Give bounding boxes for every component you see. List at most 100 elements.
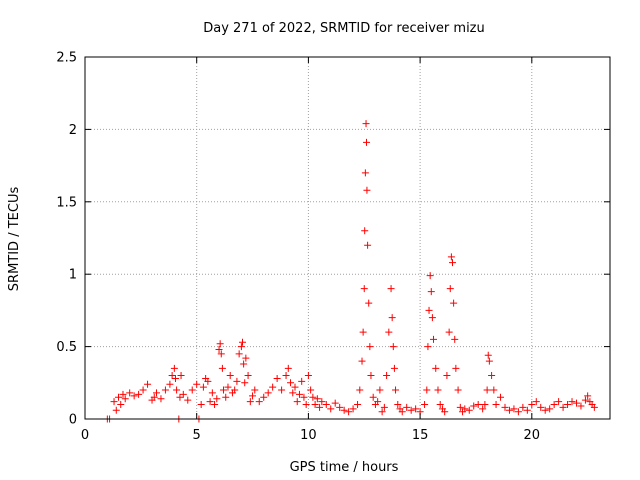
data-point bbox=[204, 377, 212, 385]
data-point bbox=[364, 241, 372, 249]
data-point bbox=[568, 398, 576, 406]
data-point bbox=[387, 285, 395, 293]
data-point bbox=[340, 406, 348, 414]
data-point bbox=[213, 395, 221, 403]
data-point bbox=[273, 374, 281, 382]
data-point bbox=[492, 401, 500, 409]
data-point bbox=[423, 386, 431, 394]
data-point bbox=[144, 380, 152, 388]
data-point bbox=[322, 401, 330, 409]
data-point bbox=[359, 328, 367, 336]
data-point bbox=[528, 401, 536, 409]
data-point bbox=[461, 405, 469, 413]
data-point bbox=[117, 401, 125, 409]
data-point bbox=[445, 328, 453, 336]
data-point bbox=[425, 306, 433, 314]
data-point bbox=[447, 253, 455, 261]
data-point bbox=[316, 403, 324, 411]
data-point bbox=[171, 374, 179, 382]
data-point bbox=[436, 401, 444, 409]
data-point bbox=[157, 395, 165, 403]
data-point bbox=[166, 380, 174, 388]
data-point bbox=[385, 328, 393, 336]
data-point bbox=[564, 401, 572, 409]
plot-frame bbox=[84, 56, 611, 420]
data-point bbox=[331, 399, 339, 407]
data-point bbox=[309, 393, 317, 401]
data-point bbox=[374, 398, 382, 406]
data-point bbox=[211, 401, 219, 409]
grid bbox=[85, 57, 610, 419]
data-point bbox=[249, 392, 257, 400]
data-point bbox=[121, 395, 129, 403]
data-point bbox=[345, 408, 353, 416]
data-point bbox=[510, 405, 518, 413]
data-point bbox=[235, 350, 243, 358]
data-point bbox=[484, 351, 492, 359]
data-point bbox=[501, 403, 509, 411]
data-point bbox=[546, 405, 554, 413]
data-point bbox=[412, 405, 420, 413]
data-point bbox=[474, 401, 482, 409]
data-point bbox=[242, 354, 250, 362]
data-point bbox=[295, 390, 303, 398]
data-point bbox=[349, 405, 357, 413]
data-point bbox=[581, 396, 589, 404]
data-point bbox=[403, 403, 411, 411]
data-point bbox=[216, 340, 224, 348]
data-point bbox=[430, 335, 438, 343]
x-tick-label: 20 bbox=[524, 428, 541, 443]
data-point bbox=[360, 285, 368, 293]
data-point bbox=[193, 380, 201, 388]
data-point bbox=[217, 350, 225, 358]
data-point bbox=[519, 403, 527, 411]
data-point bbox=[298, 377, 306, 385]
data-point bbox=[354, 401, 362, 409]
data-point bbox=[220, 386, 228, 394]
y-tick-label: 0 bbox=[69, 413, 77, 428]
data-point bbox=[426, 272, 434, 280]
data-point bbox=[176, 393, 184, 401]
x-axis-label: GPS time / hours bbox=[290, 460, 399, 475]
data-point bbox=[376, 386, 384, 394]
data-point bbox=[450, 299, 458, 307]
x-tick-label: 15 bbox=[412, 428, 429, 443]
data-point bbox=[311, 401, 319, 409]
data-point bbox=[369, 393, 377, 401]
data-point bbox=[550, 401, 558, 409]
data-point bbox=[446, 285, 454, 293]
data-point bbox=[497, 393, 505, 401]
data-point bbox=[304, 372, 312, 380]
data-point bbox=[313, 395, 321, 403]
data-point bbox=[432, 364, 440, 372]
data-point bbox=[199, 383, 207, 391]
data-point bbox=[479, 405, 487, 413]
data-point bbox=[362, 138, 370, 146]
data-point bbox=[224, 383, 232, 391]
data-point bbox=[168, 372, 176, 380]
data-point bbox=[206, 398, 214, 406]
data-point bbox=[179, 390, 187, 398]
data-marks bbox=[103, 120, 598, 423]
data-point bbox=[451, 335, 459, 343]
data-point bbox=[126, 389, 134, 397]
data-point bbox=[327, 405, 335, 413]
data-point bbox=[572, 399, 580, 407]
data-point bbox=[318, 398, 326, 406]
data-point bbox=[505, 406, 513, 414]
data-point bbox=[452, 364, 460, 372]
data-point bbox=[251, 386, 259, 394]
data-point bbox=[302, 401, 310, 409]
data-point bbox=[532, 398, 540, 406]
data-point bbox=[218, 364, 226, 372]
data-point bbox=[365, 299, 373, 307]
data-point bbox=[150, 393, 158, 401]
data-point bbox=[390, 364, 398, 372]
data-point bbox=[407, 406, 415, 414]
data-point bbox=[291, 383, 299, 391]
data-point bbox=[233, 377, 241, 385]
data-point bbox=[361, 169, 369, 177]
data-point bbox=[284, 364, 292, 372]
data-point bbox=[215, 345, 223, 353]
data-point bbox=[443, 372, 451, 380]
